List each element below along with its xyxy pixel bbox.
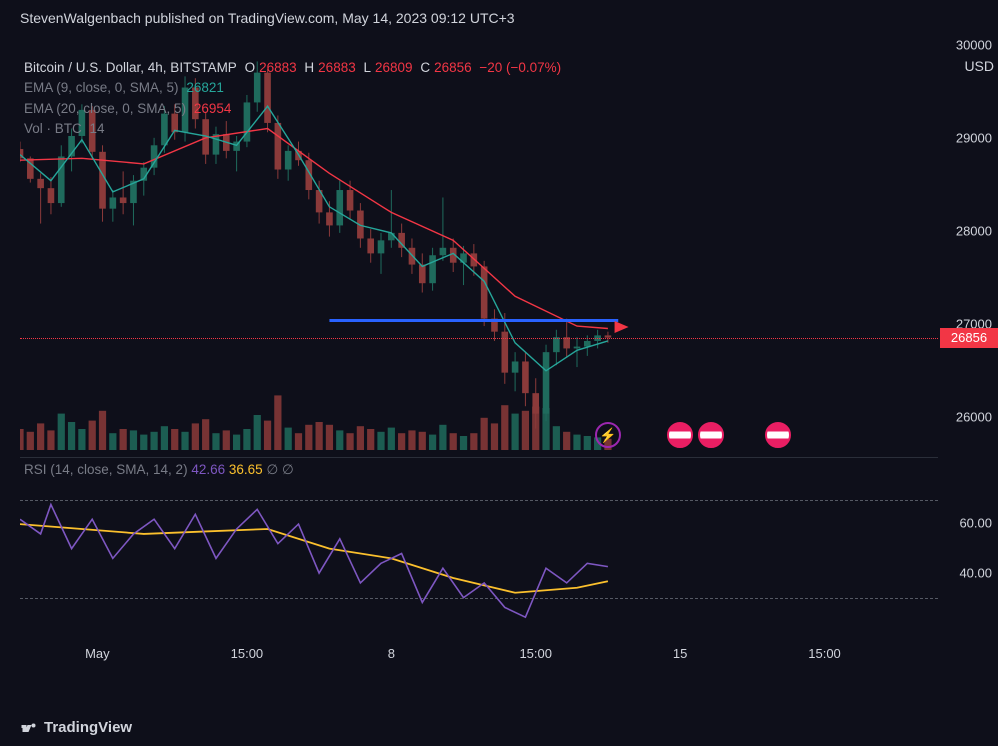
- rsi-tick-label: 40.00: [959, 565, 992, 580]
- y-tick-label: 26000: [956, 410, 992, 425]
- tradingview-logo-icon: [20, 718, 38, 736]
- x-tick-label: 15:00: [808, 646, 841, 661]
- rsi-v1: 42.66: [191, 462, 225, 477]
- rsi-v2: 36.65: [229, 462, 263, 477]
- x-tick-label: 8: [388, 646, 395, 661]
- x-tick-label: 15:00: [519, 646, 552, 661]
- ema2-row: EMA (20, close, 0, SMA, 5) 26954: [24, 99, 569, 119]
- x-tick-label: 15:00: [231, 646, 264, 661]
- flag-badge[interactable]: [667, 422, 693, 448]
- ema2-label: EMA (20, close, 0, SMA, 5): [24, 101, 186, 116]
- lightning-badge[interactable]: ⚡: [595, 422, 621, 448]
- y-tick-label: 29000: [956, 130, 992, 145]
- ema2-value: 26954: [194, 101, 232, 116]
- currency-label: USD: [964, 58, 994, 74]
- chart-area[interactable]: Bitcoin / U.S. Dollar, 4h, BITSTAMP O268…: [20, 40, 938, 688]
- brand-text: TradingView: [44, 719, 132, 736]
- rsi-pane[interactable]: [20, 480, 938, 627]
- x-tick-label: 15: [673, 646, 687, 661]
- x-tick-label: May: [85, 646, 110, 661]
- flag-badge[interactable]: [765, 422, 791, 448]
- footer-brand: TradingView: [20, 718, 132, 736]
- ema1-value: 26821: [186, 80, 224, 95]
- ohlc-text: O26883 H26883 L26809 C26856 −20 (−0.07%): [245, 60, 566, 75]
- y-axis: 300002900028000270002600060.0040.00: [938, 40, 998, 688]
- ema1-row: EMA (9, close, 0, SMA, 5) 26821: [24, 78, 569, 98]
- chart-legend: Bitcoin / U.S. Dollar, 4h, BITSTAMP O268…: [24, 58, 569, 139]
- rsi-legend: RSI (14, close, SMA, 14, 2) 42.66 36.65 …: [24, 462, 294, 478]
- symbol-row: Bitcoin / U.S. Dollar, 4h, BITSTAMP O268…: [24, 58, 569, 78]
- last-price-line: [20, 338, 938, 339]
- rsi-svg: [20, 480, 938, 627]
- rsi-tick-label: 60.00: [959, 516, 992, 531]
- rsi-null1: ∅: [266, 462, 278, 477]
- flag-badge[interactable]: [698, 422, 724, 448]
- publish-text: StevenWalgenbach published on TradingVie…: [20, 10, 515, 26]
- symbol-text: Bitcoin / U.S. Dollar, 4h, BITSTAMP: [24, 60, 237, 75]
- y-tick-label: 30000: [956, 37, 992, 52]
- rsi-pane-wrap[interactable]: RSI (14, close, SMA, 14, 2) 42.66 36.65 …: [20, 457, 938, 627]
- vol-label: Vol · BTC: [24, 121, 82, 136]
- ema1-label: EMA (9, close, 0, SMA, 5): [24, 80, 179, 95]
- vol-row: Vol · BTC 14: [24, 119, 569, 139]
- rsi-null2: ∅: [282, 462, 294, 477]
- time-axis: May 15:00 8 15:00 15 15:00: [20, 638, 938, 668]
- y-tick-label: 28000: [956, 224, 992, 239]
- rsi-label: RSI (14, close, SMA, 14, 2): [24, 462, 188, 477]
- vol-value: 14: [90, 121, 105, 136]
- last-price-tag: 26856: [940, 328, 998, 348]
- chart-main: Bitcoin / U.S. Dollar, 4h, BITSTAMP O268…: [0, 40, 998, 710]
- publish-header: StevenWalgenbach published on TradingVie…: [0, 0, 998, 40]
